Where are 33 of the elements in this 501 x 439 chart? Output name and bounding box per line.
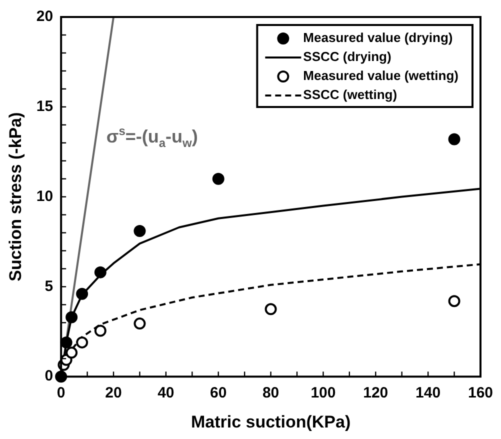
point — [134, 318, 146, 330]
x-tick-label: 120 — [363, 384, 388, 402]
point — [134, 224, 146, 237]
point — [66, 346, 78, 359]
point — [264, 303, 277, 316]
legend-label: Measured value (drying) — [303, 30, 453, 46]
point — [94, 324, 106, 337]
x-tick-label: 0 — [56, 384, 66, 402]
point — [66, 311, 78, 324]
point — [94, 266, 106, 278]
x-tick-label: 60 — [210, 384, 227, 402]
x-axis-title: Matric suction(KPa) — [190, 412, 351, 432]
point — [448, 133, 460, 146]
y-tick-label: 15 — [36, 98, 54, 116]
y-tick-label: 10 — [36, 188, 54, 205]
x-tick-label: 140 — [416, 384, 441, 402]
x-tick-label: 80 — [262, 384, 280, 402]
point — [212, 172, 224, 185]
point — [448, 295, 460, 308]
y-tick-label: 5 — [44, 278, 54, 295]
y-tick-label: 20 — [36, 8, 54, 26]
x-tick-label: 100 — [310, 384, 336, 402]
point — [76, 288, 88, 300]
x-tick-label: 160 — [468, 384, 493, 402]
point — [60, 336, 72, 348]
x-tick-label: 40 — [158, 384, 174, 402]
legend-label: SSCC (drying) — [303, 49, 392, 64]
x-tick-label: 20 — [105, 384, 122, 402]
y-tick-label: 0 — [44, 368, 54, 385]
y-axis-title: Suction stress (-kPa) — [6, 112, 25, 282]
point — [76, 336, 88, 348]
legend-label: Measured value (wetting) — [303, 68, 458, 84]
legend-label: SSCC (wetting) — [303, 87, 398, 102]
